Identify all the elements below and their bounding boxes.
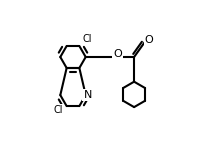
- Text: Cl: Cl: [83, 34, 92, 44]
- Text: N: N: [84, 90, 92, 100]
- Text: O: O: [113, 49, 122, 59]
- Text: O: O: [145, 35, 153, 45]
- Text: Cl: Cl: [54, 105, 63, 115]
